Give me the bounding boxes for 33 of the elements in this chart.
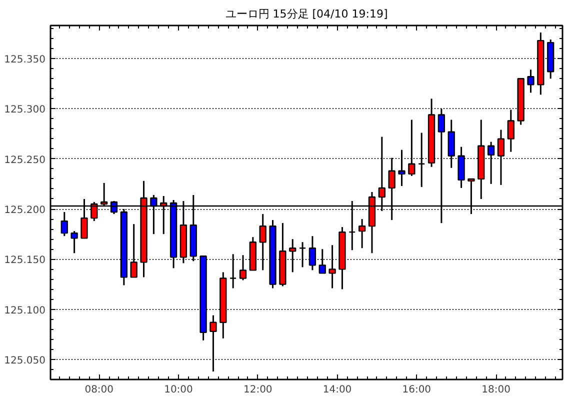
- candlestick: [308, 235, 316, 271]
- candlestick: [239, 254, 247, 281]
- candlestick: [130, 223, 138, 278]
- candlestick: [298, 241, 306, 268]
- y-tick-label: 125.100: [4, 305, 46, 316]
- candlestick: [328, 244, 336, 289]
- y-tick-label: 125.300: [4, 104, 46, 116]
- candlestick: [259, 213, 266, 271]
- candlestick: [398, 149, 406, 187]
- candlestick: [487, 141, 495, 185]
- x-tick-label: 18:00: [482, 384, 510, 396]
- x-tick-label: 14:00: [322, 384, 352, 396]
- candlestick: [408, 119, 416, 177]
- x-tick-label: 16:00: [402, 384, 432, 396]
- candlestick: [497, 129, 505, 186]
- x-tick-label: 10:00: [164, 384, 193, 396]
- candlestick: [418, 132, 426, 188]
- y-tick-label: 125.250: [4, 154, 46, 166]
- candlestick: [358, 218, 366, 249]
- y-tick-label: 125.350: [4, 54, 46, 66]
- candlestick: [229, 253, 237, 289]
- x-tick-label: 08:00: [84, 384, 114, 396]
- y-tick-label: 125.150: [4, 255, 46, 266]
- x-tick-label: 12:00: [243, 384, 272, 396]
- y-tick-label: 125.050: [4, 355, 46, 366]
- candlestick: [318, 248, 326, 274]
- chart-title: ユーロ円 15分足 [04/10 19:19]: [225, 8, 388, 20]
- candlestick: [527, 68, 534, 94]
- candlestick: [60, 211, 68, 237]
- candlestick: [289, 238, 296, 273]
- candlestick: [507, 108, 514, 153]
- y-tick-label: 125.200: [4, 205, 46, 216]
- candlestick: [70, 230, 78, 254]
